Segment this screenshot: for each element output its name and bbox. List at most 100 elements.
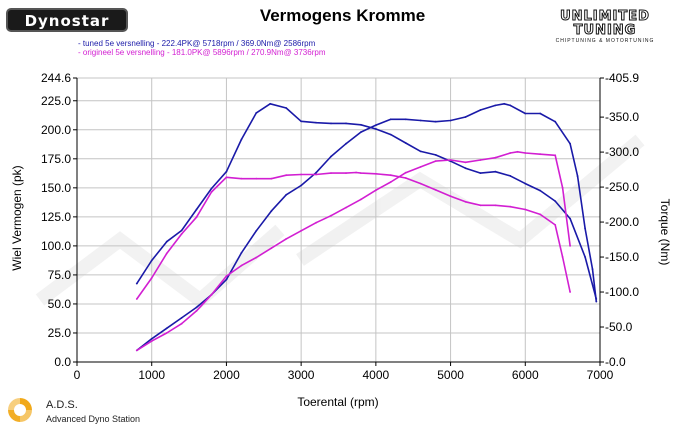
data-point-power (135, 349, 138, 352)
data-point-torque (464, 200, 467, 203)
data-point-torque (404, 142, 407, 144)
x-tick-label: 5000 (437, 368, 464, 382)
data-point-power (270, 210, 273, 213)
data-point-power (404, 118, 407, 121)
y-tick-label: 0.0 (54, 355, 71, 369)
data-point-torque (345, 122, 347, 125)
data-point-torque (479, 204, 482, 207)
data-point-torque (180, 233, 183, 235)
data-point-power (285, 193, 288, 196)
data-point-torque (225, 170, 228, 173)
data-point-torque (255, 112, 258, 114)
data-point-power (524, 112, 527, 115)
chart-axes (76, 78, 601, 363)
data-point-torque (479, 172, 482, 175)
data-point-power (360, 198, 362, 201)
ads-brand: A.D.S. (46, 399, 78, 411)
y-tick-label: 244.6 (41, 71, 71, 85)
dynostar-logo-text: Dynostar (24, 12, 110, 30)
data-point-torque (300, 173, 302, 176)
watermark-shape (296, 134, 645, 266)
y-tick-label: 50.0 (48, 297, 72, 311)
y2-tick-label: -50.0 (605, 320, 633, 334)
data-point-torque (360, 123, 362, 126)
y2-axis-label: Torque (Nm) (658, 199, 672, 266)
data-point-power (595, 300, 598, 303)
chart-series (135, 102, 598, 352)
y-tick-label: 100.0 (41, 239, 71, 253)
data-point-power (165, 332, 168, 334)
data-point-torque (315, 121, 317, 124)
data-point-torque (285, 174, 288, 177)
data-point-power (516, 150, 519, 153)
data-point-torque (269, 102, 272, 105)
x-tick-label: 1000 (138, 368, 165, 382)
data-point-torque (360, 172, 362, 175)
data-point-torque (561, 256, 564, 258)
data-point-torque (300, 120, 302, 123)
data-point-power (180, 322, 183, 325)
y2-tick-label: -0.0 (605, 355, 626, 369)
data-point-power (479, 159, 482, 161)
data-point-power (449, 119, 452, 122)
data-point-torque (524, 182, 527, 185)
data-point-torque (210, 191, 213, 193)
data-point-power (300, 229, 302, 232)
x-tick-label: 3000 (288, 368, 315, 382)
data-point-torque (240, 138, 243, 141)
data-point-torque (419, 182, 422, 185)
data-point-power (330, 155, 332, 158)
data-point-torque (135, 298, 138, 300)
y2-tick-label: -150.0 (605, 250, 639, 264)
data-point-power (225, 278, 228, 281)
data-point-torque (150, 277, 153, 279)
data-point-power (345, 206, 347, 209)
data-point-power (539, 153, 542, 156)
data-point-power (419, 119, 422, 122)
data-point-power (434, 160, 437, 163)
data-point-power (434, 120, 437, 123)
data-point-power (389, 181, 392, 183)
data-point-torque (494, 204, 497, 207)
data-point-torque (330, 122, 332, 125)
data-point-power (479, 109, 482, 111)
data-point-power (285, 238, 288, 240)
data-point-power (195, 306, 198, 309)
dynostar-logo: Dynostar (6, 8, 128, 32)
data-point-power (494, 104, 497, 107)
y-tick-label: 25.0 (48, 326, 72, 340)
data-point-power (345, 142, 347, 145)
y2-tick-label: -405.9 (605, 71, 639, 85)
data-point-torque (355, 171, 357, 174)
data-point-power (330, 214, 332, 217)
data-point-power (576, 175, 579, 178)
data-point-torque (195, 216, 198, 219)
x-tick-label: 6000 (512, 368, 539, 382)
data-point-power (569, 245, 571, 247)
data-point-power (315, 171, 317, 174)
data-point-torque (509, 205, 512, 208)
data-point-power (569, 142, 571, 145)
legend-tuned: - tuned 5e versnelling - 222.4PK@ 5718rp… (78, 39, 316, 48)
data-point-power (419, 166, 422, 168)
data-point-power (524, 152, 527, 154)
data-point-torque (150, 259, 153, 262)
series-line-tuned-torque (136, 103, 598, 300)
data-point-power (150, 337, 153, 340)
data-point-torque (404, 177, 407, 179)
data-point-power (270, 247, 273, 250)
data-point-torque (180, 229, 183, 232)
data-point-torque (539, 213, 542, 216)
data-point-power (240, 252, 243, 254)
data-point-power (240, 264, 243, 267)
y-tick-label: 175.0 (41, 152, 71, 166)
data-point-torque (389, 133, 392, 136)
data-point-power (180, 317, 183, 319)
data-point-power (404, 171, 407, 174)
data-point-power (503, 102, 506, 105)
data-point-torque (449, 195, 452, 198)
y2-tick-label: -100.0 (605, 285, 639, 299)
y-tick-label: 75.0 (48, 268, 72, 282)
y2-tick-label: -300.0 (605, 145, 639, 159)
data-point-torque (464, 167, 467, 170)
